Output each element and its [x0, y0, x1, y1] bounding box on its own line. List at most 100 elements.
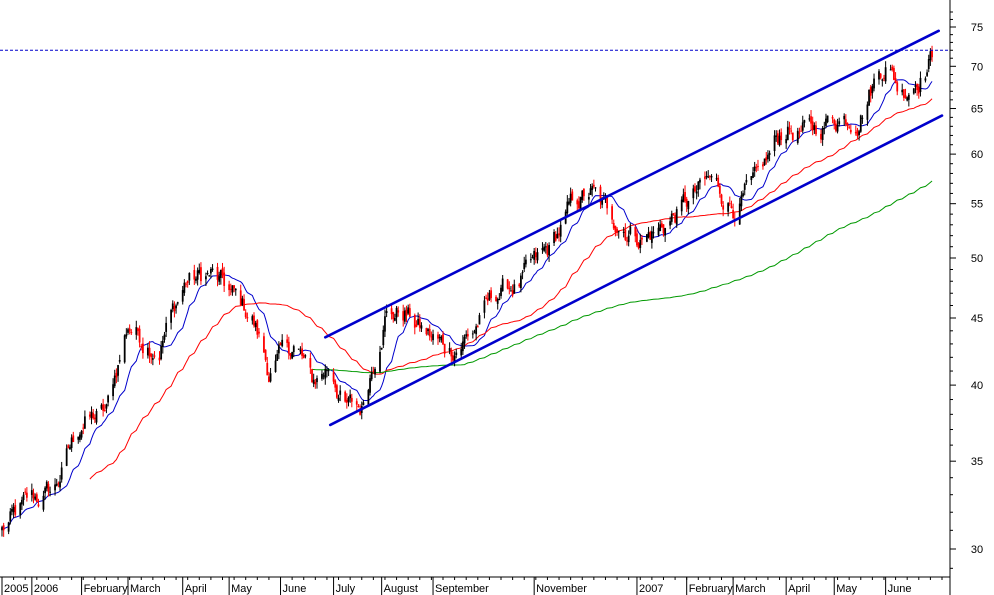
y-tick-label: 75 [971, 22, 983, 34]
candle-body [345, 399, 348, 403]
candle-body [786, 126, 789, 140]
candle-body [304, 355, 307, 357]
y-tick-label: 40 [971, 380, 983, 392]
candle-body [483, 300, 486, 313]
candle-body [660, 223, 663, 228]
candle-body [32, 492, 35, 499]
candle-body [161, 340, 164, 347]
candle-body [239, 290, 242, 306]
candle-body [14, 505, 17, 515]
candle-body [452, 355, 454, 361]
candle-body [520, 275, 522, 289]
candle-body [810, 116, 812, 124]
candle-body [60, 467, 63, 480]
candle-body [135, 327, 138, 335]
candle-body [390, 308, 393, 315]
candle-body [450, 349, 453, 357]
candle-body [208, 275, 211, 277]
candle-body [931, 50, 933, 58]
candle-body [568, 201, 570, 205]
candle-body [791, 132, 794, 141]
candle-body [634, 226, 637, 237]
candle-body [45, 481, 48, 489]
candle-body [889, 69, 892, 71]
candle-body [836, 125, 839, 132]
candle-body [730, 206, 733, 208]
candle-body [566, 201, 569, 214]
candle-body [221, 268, 224, 276]
candle-body [256, 320, 259, 335]
candle-body [246, 317, 249, 319]
candle-body [103, 409, 106, 411]
candle-body [407, 307, 410, 314]
candle-body [815, 125, 817, 135]
candle-body [118, 360, 121, 362]
candle-body [652, 232, 655, 234]
candle-body [466, 334, 469, 337]
candle-body [529, 259, 532, 261]
candle-body [821, 127, 824, 140]
candle-body [775, 135, 778, 137]
candle-body [146, 347, 149, 356]
candle-body [335, 385, 338, 398]
candle-body [362, 402, 365, 406]
channel-upper-line [323, 29, 940, 339]
candle-body [510, 290, 512, 292]
candle-body [768, 152, 771, 155]
moving-averages [1, 79, 933, 530]
candle-body [544, 246, 547, 248]
candle-body [646, 234, 648, 242]
candle-body [437, 334, 439, 339]
candle-body [9, 511, 12, 522]
candle-body [879, 73, 882, 78]
candle-body [397, 310, 400, 313]
candle-body [442, 334, 444, 345]
candle-body [359, 409, 361, 415]
candle-body [576, 200, 579, 205]
candle-body [743, 183, 746, 190]
candle-body [801, 122, 804, 131]
candle-body [578, 201, 580, 209]
candle-body [344, 391, 347, 402]
candle-body [773, 135, 776, 152]
candle-body [408, 308, 411, 317]
candle-body [327, 370, 330, 372]
candle-body [130, 331, 133, 334]
candle-body [379, 351, 381, 372]
candle-body [25, 492, 28, 498]
candle-body [637, 243, 640, 249]
candle-body [142, 343, 144, 354]
candle-body [893, 68, 895, 80]
candle-body [286, 339, 289, 343]
candle-body [417, 318, 420, 325]
candle-body [641, 237, 643, 240]
y-tick-label: 55 [971, 199, 983, 211]
candle-body [430, 336, 433, 338]
candle-body [835, 123, 837, 131]
candle-body [662, 224, 665, 234]
candle-body [513, 284, 516, 294]
candle-body [616, 228, 618, 233]
candle-body [717, 177, 720, 187]
candle-body [198, 269, 201, 273]
candle-body [692, 188, 695, 199]
candle-body [347, 397, 350, 402]
candle-body [475, 326, 478, 335]
candle-body [490, 290, 492, 298]
candle-body [808, 118, 811, 120]
candle-body [753, 166, 756, 171]
candle-body [617, 231, 620, 233]
candle-body [518, 284, 521, 287]
candle-body [523, 262, 526, 270]
candle-body [349, 394, 352, 399]
candle-body [622, 231, 625, 233]
x-tick-label: April [788, 583, 810, 595]
candle-body [478, 315, 481, 325]
candle-body [418, 318, 421, 328]
y-tick-label: 65 [971, 104, 983, 116]
candle-body [612, 223, 615, 229]
candle-body [916, 83, 919, 91]
candle-body [670, 213, 673, 222]
candle-body [67, 445, 70, 449]
